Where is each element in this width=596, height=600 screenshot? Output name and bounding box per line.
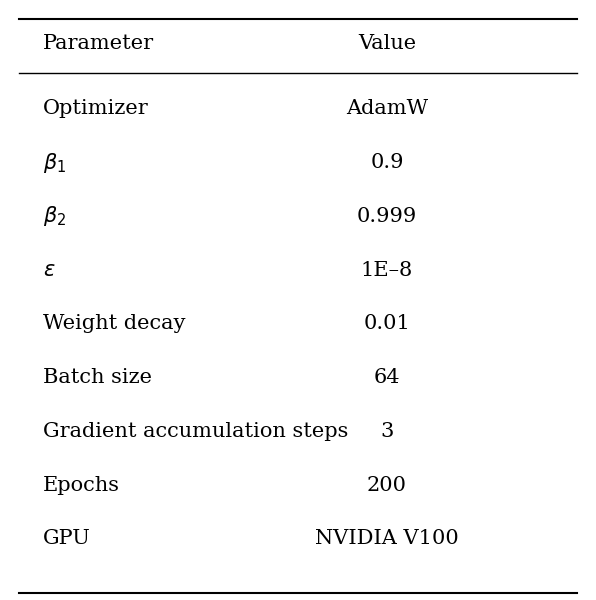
Text: $\epsilon$: $\epsilon$ bbox=[43, 260, 55, 280]
Text: 1E–8: 1E–8 bbox=[361, 260, 413, 280]
Text: Optimizer: Optimizer bbox=[43, 100, 148, 118]
Text: Parameter: Parameter bbox=[43, 34, 154, 53]
Text: NVIDIA V100: NVIDIA V100 bbox=[315, 529, 459, 548]
Text: 0.999: 0.999 bbox=[357, 207, 417, 226]
Text: GPU: GPU bbox=[43, 529, 91, 548]
Text: $\beta_2$: $\beta_2$ bbox=[43, 205, 66, 229]
Text: 0.9: 0.9 bbox=[370, 153, 403, 172]
Text: Epochs: Epochs bbox=[43, 476, 120, 494]
Text: Weight decay: Weight decay bbox=[43, 314, 185, 334]
Text: Value: Value bbox=[358, 34, 416, 53]
Text: 200: 200 bbox=[367, 476, 407, 494]
Text: 64: 64 bbox=[374, 368, 401, 387]
Text: Gradient accumulation steps: Gradient accumulation steps bbox=[43, 422, 348, 441]
Text: $\beta_1$: $\beta_1$ bbox=[43, 151, 66, 175]
Text: 0.01: 0.01 bbox=[364, 314, 411, 334]
Text: AdamW: AdamW bbox=[346, 100, 428, 118]
Text: Batch size: Batch size bbox=[43, 368, 152, 387]
Text: 3: 3 bbox=[380, 422, 394, 441]
